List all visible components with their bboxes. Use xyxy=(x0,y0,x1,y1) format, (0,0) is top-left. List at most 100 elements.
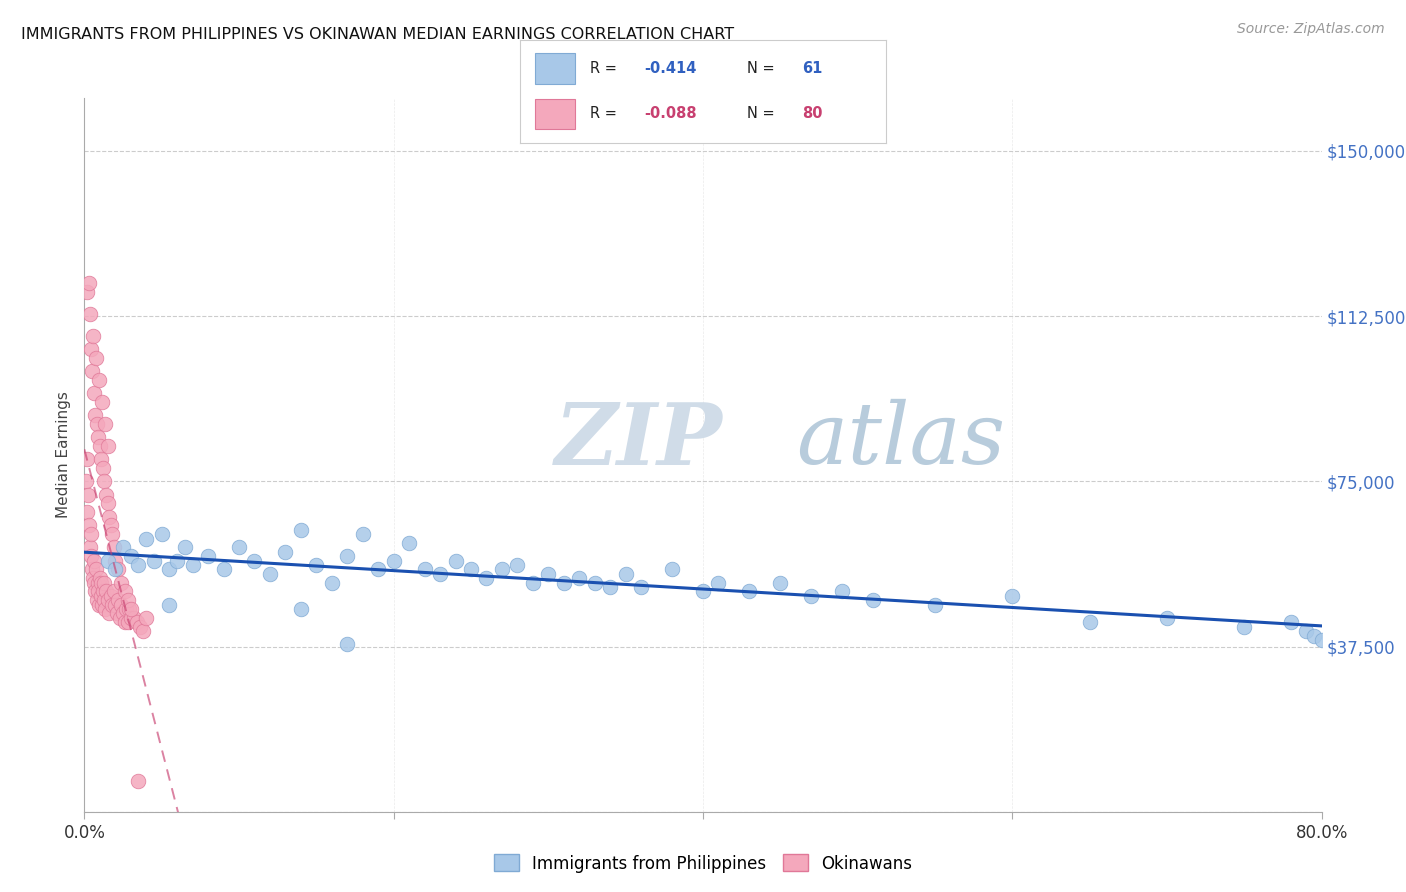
Y-axis label: Median Earnings: Median Earnings xyxy=(56,392,72,518)
Point xyxy=(94,584,117,599)
Text: ZIP: ZIP xyxy=(554,399,723,483)
Point xyxy=(87,430,110,444)
Point xyxy=(352,527,374,541)
Point xyxy=(166,554,188,568)
Point xyxy=(174,541,197,555)
Point xyxy=(77,487,100,501)
Point xyxy=(104,554,127,568)
Text: -0.414: -0.414 xyxy=(644,62,697,77)
Point xyxy=(831,584,853,599)
Point xyxy=(522,575,544,590)
Point xyxy=(212,562,235,576)
Point xyxy=(1156,611,1178,625)
Point xyxy=(101,527,124,541)
Point xyxy=(94,487,117,501)
Point xyxy=(91,395,114,409)
Point xyxy=(1303,628,1326,642)
Point xyxy=(1233,620,1256,634)
Point xyxy=(367,562,389,576)
Point xyxy=(553,575,575,590)
Point xyxy=(79,307,101,321)
Point xyxy=(97,496,120,510)
Point xyxy=(114,584,136,599)
Point xyxy=(128,558,150,572)
Point xyxy=(77,518,100,533)
Point xyxy=(243,554,266,568)
Point xyxy=(599,580,621,594)
Point xyxy=(150,527,173,541)
Point xyxy=(97,439,120,453)
Point xyxy=(117,593,139,607)
Point xyxy=(90,452,112,467)
Point xyxy=(135,611,157,625)
Text: IMMIGRANTS FROM PHILIPPINES VS OKINAWAN MEDIAN EARNINGS CORRELATION CHART: IMMIGRANTS FROM PHILIPPINES VS OKINAWAN … xyxy=(21,27,734,42)
Point xyxy=(75,475,97,489)
Text: R =: R = xyxy=(589,62,621,77)
Point xyxy=(97,554,120,568)
Point xyxy=(924,598,946,612)
Point xyxy=(692,584,714,599)
Point xyxy=(98,509,121,524)
Point xyxy=(89,571,111,585)
Point xyxy=(107,562,129,576)
Point xyxy=(1279,615,1302,630)
Point xyxy=(93,575,115,590)
Point xyxy=(506,558,529,572)
Point xyxy=(90,589,112,603)
Point xyxy=(125,615,148,630)
Point xyxy=(112,607,135,621)
Point xyxy=(90,575,112,590)
Point xyxy=(110,598,132,612)
Point xyxy=(568,571,591,585)
Point xyxy=(336,637,359,651)
Point xyxy=(86,417,108,431)
Point xyxy=(84,351,107,365)
Point xyxy=(491,562,513,576)
Point xyxy=(537,566,560,581)
Point xyxy=(1078,615,1101,630)
Point xyxy=(87,373,110,387)
Point xyxy=(429,566,451,581)
Point xyxy=(382,554,405,568)
Point xyxy=(862,593,884,607)
Text: Source: ZipAtlas.com: Source: ZipAtlas.com xyxy=(1237,22,1385,37)
Point xyxy=(120,549,142,564)
Bar xyxy=(534,99,575,129)
Point xyxy=(83,554,105,568)
Point xyxy=(132,624,155,639)
Point xyxy=(274,545,297,559)
Point xyxy=(181,558,204,572)
Text: R =: R = xyxy=(589,106,621,121)
Point xyxy=(89,439,111,453)
Point xyxy=(460,562,482,576)
Point xyxy=(159,598,181,612)
Point xyxy=(77,276,100,290)
Text: -0.088: -0.088 xyxy=(644,106,697,121)
Point xyxy=(79,342,101,356)
Point xyxy=(79,527,101,541)
Point xyxy=(135,532,157,546)
Point xyxy=(630,580,652,594)
Point xyxy=(105,607,128,621)
Point xyxy=(413,562,436,576)
Point xyxy=(738,584,761,599)
Point xyxy=(290,523,312,537)
Point xyxy=(82,364,104,378)
Point xyxy=(84,584,107,599)
Point xyxy=(76,452,98,467)
Point xyxy=(305,558,328,572)
Legend: Immigrants from Philippines, Okinawans: Immigrants from Philippines, Okinawans xyxy=(486,847,920,880)
Text: atlas: atlas xyxy=(796,400,1005,482)
Point xyxy=(100,518,122,533)
Text: N =: N = xyxy=(747,106,779,121)
Point xyxy=(80,549,103,564)
Point xyxy=(1295,624,1317,639)
Point xyxy=(86,575,108,590)
Point xyxy=(118,602,141,616)
Point xyxy=(98,607,121,621)
Point xyxy=(159,562,181,576)
Point xyxy=(104,598,127,612)
Point xyxy=(82,571,104,585)
Point xyxy=(1310,632,1333,647)
Text: 80: 80 xyxy=(801,106,823,121)
